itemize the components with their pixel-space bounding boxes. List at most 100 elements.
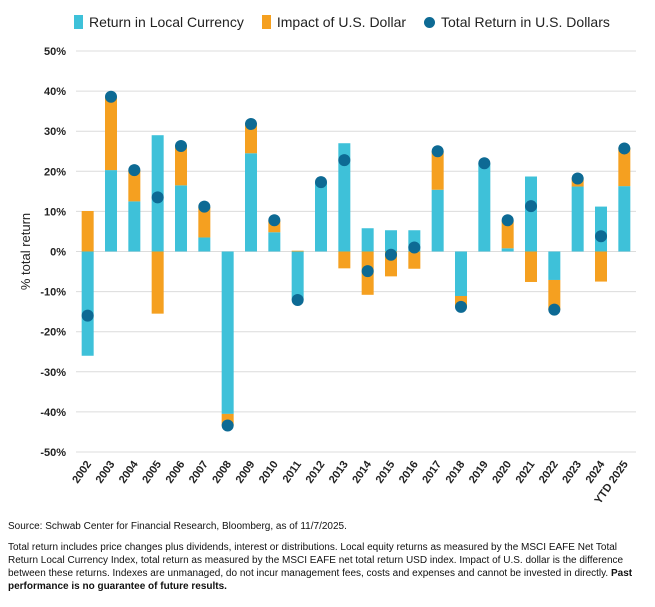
total-return-point	[291, 294, 304, 307]
x-tick-label: 2012	[304, 459, 328, 486]
bar-local	[361, 228, 374, 252]
bar-local	[431, 189, 444, 252]
total-return-point	[245, 117, 257, 130]
y-tick-label: 20%	[44, 166, 66, 178]
bar-local	[128, 201, 141, 252]
bar-local	[385, 230, 397, 252]
x-tick-label: 2019	[467, 459, 491, 486]
bar-dollar	[268, 220, 281, 233]
bar-dollar	[431, 151, 444, 190]
performance-warning: Past performance is no guarantee of futu…	[8, 568, 633, 592]
total-return-point	[128, 164, 141, 177]
source-note: Source: Schwab Center for Financial Rese…	[8, 521, 347, 532]
y-tick-label: 30%	[44, 126, 66, 138]
legend-item-local: Return in Local Currency	[74, 14, 244, 30]
x-tick-label: 2008	[210, 459, 234, 486]
total-return-point	[525, 200, 537, 213]
x-tick-label: 2010	[257, 459, 281, 486]
total-return-point	[618, 142, 631, 155]
bar-local	[595, 206, 607, 252]
y-tick-label: 0%	[50, 247, 66, 259]
legend-label-total: Total Return in U.S. Dollars	[441, 14, 610, 30]
x-tick-label: 2014	[350, 458, 374, 486]
total-return-point	[501, 214, 514, 227]
total-return-point	[315, 176, 327, 189]
bar-local	[478, 163, 491, 252]
bar-dollar	[548, 279, 561, 311]
total-return-point	[478, 157, 491, 170]
x-tick-label: 2006	[164, 459, 188, 486]
y-tick-label: -50%	[40, 447, 66, 459]
bar-dollar	[501, 220, 514, 249]
x-tick-label: 2015	[374, 459, 398, 486]
bar-dollar	[408, 251, 421, 269]
bar-local	[338, 143, 351, 252]
bar-local	[618, 186, 631, 252]
y-tick-label: 10%	[44, 206, 66, 218]
bar-local	[501, 248, 514, 252]
bar-local	[198, 237, 211, 252]
total-return-point	[361, 265, 374, 278]
total-return-point	[431, 145, 444, 158]
x-tick-label: 2020	[490, 459, 514, 486]
x-tick-label: 2007	[187, 459, 211, 486]
legend-swatch-dollar	[261, 15, 271, 29]
chart-area: Return in Local Currency Impact of U.S. …	[18, 14, 636, 506]
legend-marker-total	[424, 16, 436, 28]
disclaimer-text: Total return includes price changes plus…	[8, 542, 624, 579]
y-tick-label: -10%	[40, 287, 66, 299]
bar-local	[455, 251, 467, 297]
y-tick-label: 50%	[44, 46, 66, 58]
bar-dollar	[525, 251, 537, 282]
total-return-point	[338, 154, 351, 167]
bar-dollar	[128, 170, 141, 202]
bar-dollar	[105, 96, 117, 171]
bar-local	[221, 251, 234, 414]
legend-item-total: Total Return in U.S. Dollars	[424, 14, 610, 30]
bar-dollar	[151, 251, 164, 314]
total-return-point	[455, 300, 467, 313]
x-tick-label: 2005	[140, 459, 164, 486]
x-tick-label: 2023	[560, 459, 584, 486]
total-return-point	[408, 241, 421, 254]
bar-dollar	[618, 148, 631, 187]
legend-swatch-local	[74, 15, 83, 29]
legend-item-dollar: Impact of U.S. Dollar	[261, 14, 407, 30]
bar-dollar	[291, 250, 304, 252]
x-tick-label: 2016	[397, 459, 421, 486]
x-tick-label: 2018	[444, 459, 468, 486]
total-return-point	[105, 90, 117, 103]
x-tick-label: 2013	[327, 459, 351, 486]
total-return-point	[175, 140, 187, 153]
legend: Return in Local Currency Impact of U.S. …	[74, 14, 628, 30]
total-return-point	[595, 230, 607, 243]
total-return-point	[81, 309, 94, 322]
y-tick-label: -40%	[40, 407, 66, 419]
bar-local	[571, 186, 584, 252]
bar-local	[548, 251, 561, 280]
disclaimer-note: Total return includes price changes plus…	[8, 541, 646, 593]
bar-local	[245, 153, 257, 252]
bar-local	[291, 251, 304, 300]
bar-local	[315, 182, 327, 252]
bar-local	[105, 170, 117, 252]
x-tick-label: 2002	[70, 459, 94, 486]
y-tick-label: -20%	[40, 327, 66, 339]
y-axis-title: % total return	[18, 213, 33, 290]
x-tick-label: 2003	[94, 459, 118, 486]
y-tick-label: 40%	[44, 86, 66, 98]
x-tick-label: 2009	[234, 459, 258, 486]
bar-dollar	[81, 210, 94, 252]
bar-dollar	[175, 146, 187, 186]
total-return-point	[221, 419, 234, 432]
y-tick-label: -30%	[40, 367, 66, 379]
x-tick-label: 2011	[281, 459, 305, 485]
x-tick-label: 2004	[117, 458, 141, 486]
bar-local	[81, 251, 94, 356]
footnotes: Source: Schwab Center for Financial Rese…	[8, 520, 646, 601]
bar-dollar	[245, 123, 257, 154]
bar-local	[525, 176, 537, 252]
bar-dollar	[595, 251, 607, 282]
legend-label-dollar: Impact of U.S. Dollar	[276, 14, 407, 30]
x-tick-label: 2022	[537, 459, 561, 486]
